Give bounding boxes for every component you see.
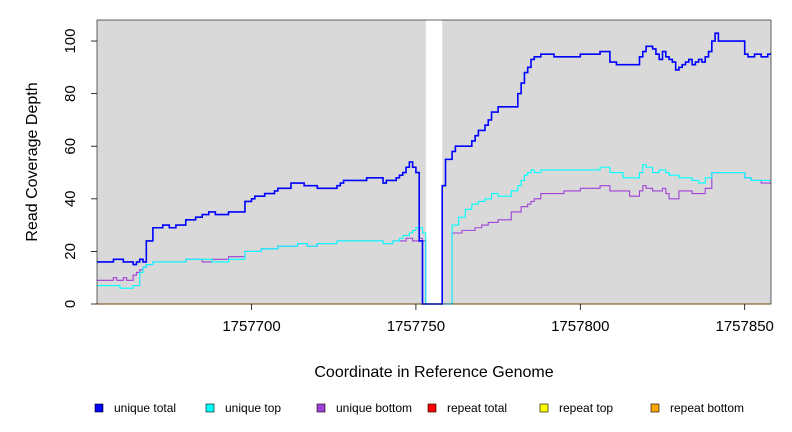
legend-label: unique bottom [336,401,412,415]
y-tick-label: 20 [62,243,79,260]
legend: unique total unique top unique bottom repea… [94,401,744,415]
y-tick-label: 60 [62,138,79,155]
y-axis-title: Read Coverage Depth [24,82,41,241]
legend-label: repeat total [447,401,507,415]
legend-swatch [650,403,660,413]
legend-label: repeat top [559,401,613,415]
plot-frame [96,19,772,305]
legend-item-unique-top: unique top [205,401,281,415]
series-line-unique-top [97,164,771,305]
legend-item-unique-bottom: unique bottom [316,401,412,415]
x-tick-label: 1757800 [551,318,609,335]
x-axis-title: Coordinate in Reference Genome [314,364,553,381]
legend-item-repeat-bottom: repeat bottom [650,401,744,415]
legend-label: repeat bottom [670,401,744,415]
y-axis: 0 20 40 60 80 100 [62,29,97,308]
gap-region [425,20,443,304]
legend-swatch [539,403,549,413]
legend-swatch [316,403,326,413]
legend-label: unique top [225,401,281,415]
legend-swatch [94,403,104,413]
y-tick-label: 80 [62,85,79,102]
x-tick-label: 1757700 [222,318,280,335]
x-tick-label: 1757850 [715,318,773,335]
legend-swatch [205,403,215,413]
y-tick-label: 100 [62,29,79,54]
legend-label: unique total [114,401,176,415]
legend-swatch [427,403,437,413]
y-tick-label: 40 [62,190,79,207]
legend-item-unique-total: unique total [94,401,176,415]
legend-item-repeat-total: repeat total [427,401,507,415]
x-axis: 1757700 1757750 1757800 1757850 [222,304,774,335]
x-tick-label: 1757750 [387,318,445,335]
series-line-unique-total [97,32,771,305]
legend-item-repeat-top: repeat top [539,401,613,415]
y-tick-label: 0 [62,300,79,308]
